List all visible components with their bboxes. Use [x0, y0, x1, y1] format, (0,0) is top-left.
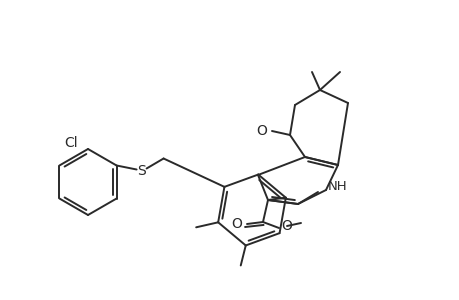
Text: Cl: Cl — [64, 136, 78, 150]
Text: O: O — [256, 124, 267, 138]
Text: S: S — [137, 164, 146, 178]
Text: NH: NH — [327, 179, 347, 193]
Text: O: O — [281, 219, 292, 233]
Text: O: O — [231, 217, 242, 231]
